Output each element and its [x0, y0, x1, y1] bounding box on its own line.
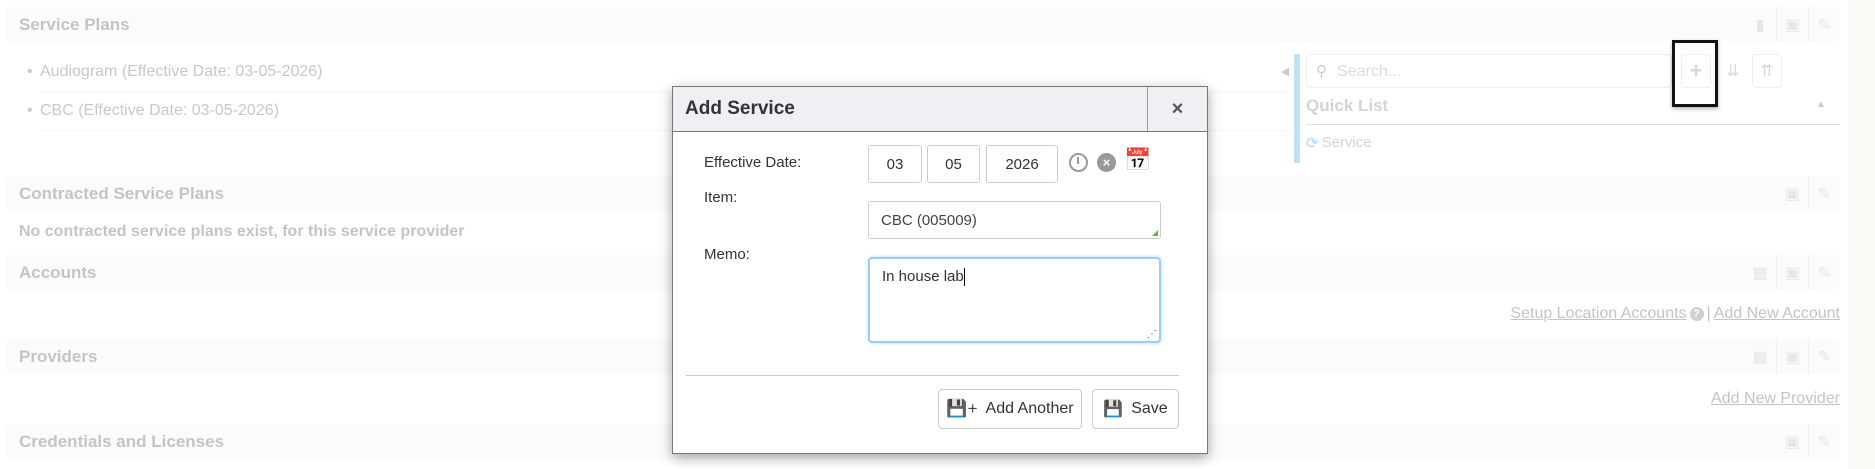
expand-all-button[interactable]: ⇊ — [1726, 63, 1740, 80]
section-title: Providers — [19, 347, 98, 366]
save-plus-icon: 💾+ — [946, 399, 978, 418]
modal-title: Add Service — [685, 98, 795, 119]
section-title: Service Plans — [19, 15, 130, 34]
item-value: CBC (005009) — [881, 211, 977, 229]
quick-list-title: Quick List — [1306, 96, 1389, 115]
caret-up-icon[interactable]: ▲ — [1816, 99, 1826, 110]
effective-date-label: Effective Date: — [704, 154, 802, 171]
resize-handle-icon[interactable]: ⋰ — [1147, 329, 1157, 340]
search-placeholder: Search... — [1337, 63, 1402, 80]
pencil-icon[interactable]: ✎ — [1808, 255, 1840, 290]
divider — [686, 375, 1179, 376]
collapse-left-icon[interactable]: ◀ — [1280, 65, 1290, 78]
item-label: Item: — [704, 189, 738, 206]
help-icon[interactable]: ? — [1689, 307, 1704, 321]
add-new-account-link[interactable]: Add New Account — [1713, 305, 1840, 322]
right-strip — [1848, 0, 1875, 469]
empty-message: No contracted service plans exist, for t… — [19, 223, 465, 240]
book-icon[interactable]: ▣ — [1776, 255, 1808, 290]
corner-indicator-icon — [1152, 230, 1158, 236]
grid-icon[interactable]: ▦ — [1752, 348, 1768, 366]
section-title: Accounts — [19, 263, 97, 282]
close-button[interactable]: × — [1147, 87, 1207, 131]
save-label: Save — [1131, 400, 1168, 417]
quick-list-item-label: Service — [1321, 134, 1372, 151]
modal-header: Add Service × — [673, 87, 1207, 132]
highlight-box — [1672, 40, 1718, 107]
item-select[interactable]: CBC (005009) — [868, 201, 1161, 239]
divider — [40, 130, 1300, 131]
collapse-all-button[interactable]: ⇈ — [1752, 54, 1782, 88]
grid-icon[interactable]: ▦ — [1752, 264, 1768, 282]
link-separator: | — [1706, 305, 1711, 322]
list-item[interactable]: CBC (Effective Date: 03-05-2026) — [27, 102, 279, 120]
refresh-icon: ⟳ — [1306, 135, 1319, 152]
save-button[interactable]: 💾 Save — [1092, 389, 1179, 429]
search-icon: ⚲ — [1316, 63, 1327, 80]
book-icon[interactable]: ▣ — [1776, 339, 1808, 374]
memo-label: Memo: — [704, 246, 750, 263]
add-new-provider-link[interactable]: Add New Provider — [1711, 390, 1840, 407]
day-input[interactable]: 05 — [927, 145, 980, 183]
pencil-icon[interactable]: ✎ — [1808, 176, 1840, 211]
section-title: Contracted Service Plans — [19, 184, 225, 203]
book-icon[interactable]: ▣ — [1784, 433, 1800, 451]
memo-value: In house lab — [882, 268, 964, 285]
pencil-icon[interactable]: ✎ — [1808, 424, 1840, 459]
pencil-icon[interactable]: ✎ — [1808, 7, 1840, 42]
setup-location-accounts-link[interactable]: Setup Location Accounts — [1510, 305, 1687, 322]
add-service-modal: Add Service × Effective Date: 03 05 2026… — [672, 86, 1208, 454]
pencil-icon[interactable]: ✎ — [1808, 339, 1840, 374]
book-icon[interactable]: ▣ — [1776, 7, 1808, 42]
divider — [1306, 124, 1840, 125]
add-another-label: Add Another — [985, 400, 1074, 417]
add-another-button[interactable]: 💾+ Add Another — [938, 389, 1082, 429]
clock-icon[interactable] — [1069, 153, 1088, 172]
month-input[interactable]: 03 — [868, 145, 922, 183]
list-item[interactable]: Audiogram (Effective Date: 03-05-2026) — [27, 63, 323, 81]
save-icon: 💾 — [1103, 401, 1124, 418]
book-icon[interactable]: ▣ — [1784, 185, 1800, 203]
search-input[interactable]: ⚲ Search... — [1306, 54, 1672, 88]
section-title: Credentials and Licenses — [19, 432, 225, 451]
memo-textarea[interactable]: In house lab ⋰ — [868, 257, 1161, 343]
quick-list-item[interactable]: ⟳ Service — [1306, 134, 1372, 152]
quick-list-accent-bar — [1294, 54, 1300, 163]
divider — [40, 92, 1300, 93]
year-input[interactable]: 2026 — [986, 145, 1058, 183]
section-service-plans: Service Plans ▮ ▣ ✎ — [6, 7, 1840, 42]
clear-icon[interactable]: × — [1097, 153, 1116, 172]
calendar-icon[interactable]: 📅 — [1124, 147, 1152, 172]
add-button[interactable]: + — [1681, 54, 1711, 88]
bookmark-icon[interactable]: ▮ — [1755, 16, 1765, 34]
